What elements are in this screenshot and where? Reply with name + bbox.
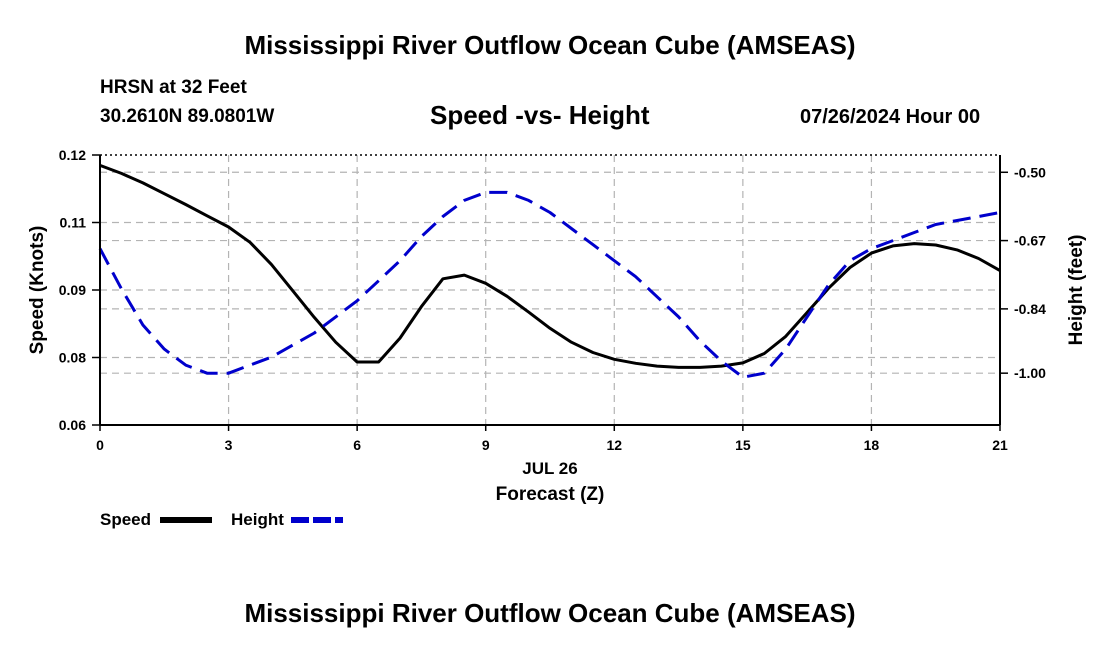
y2-axis-label: Height (feet) <box>1066 235 1087 346</box>
y-tick-label: 0.06 <box>59 417 86 433</box>
x-tick-label: 9 <box>482 437 490 453</box>
series-layer <box>98 163 1001 379</box>
x-tick-label: 21 <box>992 437 1008 453</box>
legend-label-speed: Speed <box>100 510 151 529</box>
y-tick-label: 0.08 <box>59 350 86 366</box>
chart-title: Speed -vs- Height <box>430 100 650 130</box>
y2-tick-label: -1.00 <box>1014 365 1046 381</box>
y-axis-label: Speed (Knots) <box>27 226 48 355</box>
axes-layer: 0 3 6 9 12 15 18 21 0.06 0.08 0.09 0.11 0.12 -0.50 -0.… <box>27 147 1087 505</box>
y-tick-label: 0.09 <box>59 282 86 298</box>
legend: Speed Height <box>100 510 343 529</box>
grid-layer <box>100 155 1000 425</box>
x-tick-label: 0 <box>96 437 104 453</box>
speed-series-line <box>99 163 1001 369</box>
legend-label-height: Height <box>231 510 284 529</box>
x-axis-date-label: JUL 26 <box>522 459 577 478</box>
x-tick-label: 15 <box>735 437 751 453</box>
x-tick-label: 18 <box>864 437 880 453</box>
forecast-date: 07/26/2024 Hour 00 <box>800 106 981 128</box>
x-tick-label: 6 <box>353 437 361 453</box>
footer-title: Mississippi River Outflow Ocean Cube (AM… <box>244 598 856 628</box>
station-coordinates: 30.2610N 89.0801W <box>100 106 275 127</box>
height-series-line <box>98 190 1001 379</box>
y2-tick-label: -0.84 <box>1014 301 1046 317</box>
x-tick-label: 12 <box>606 437 622 453</box>
y-tick-label: 0.12 <box>59 147 86 163</box>
y2-tick-label: -0.50 <box>1014 164 1046 180</box>
station-name: HRSN at 32 Feet <box>100 77 247 98</box>
main-title: Mississippi River Outflow Ocean Cube (AM… <box>244 30 856 60</box>
y2-tick-label: -0.67 <box>1014 233 1046 249</box>
x-tick-label: 3 <box>225 437 233 453</box>
y-tick-label: 0.11 <box>60 215 87 231</box>
x-axis-label: Forecast (Z) <box>496 484 605 505</box>
